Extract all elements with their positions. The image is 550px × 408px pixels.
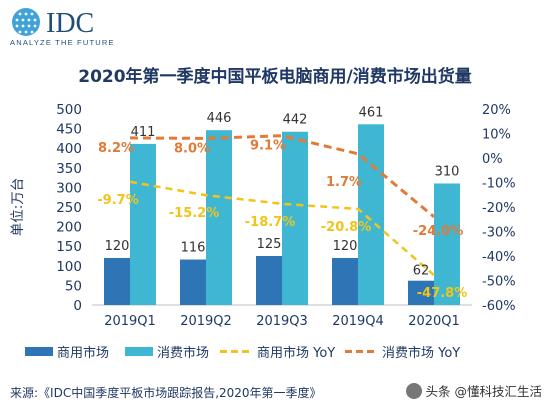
y-tick-label: 400 <box>56 141 82 157</box>
chart-title: 2020年第一季度中国平板电脑商用/消费市场出货量 <box>78 67 472 87</box>
y-tick-label: 50 <box>65 278 82 294</box>
y2-tick-label: 10% <box>482 128 511 143</box>
legend-label: 消费市场 <box>157 345 209 361</box>
globe-icon <box>12 8 40 36</box>
bar-commercial <box>408 280 434 305</box>
y2-tick-label: 20% <box>482 103 511 118</box>
y-tick-label: 500 <box>56 102 82 118</box>
bar-label-consumer: 411 <box>131 125 156 140</box>
line-consumer-yoy <box>129 134 435 218</box>
y-axis-label: 单位:万台 <box>10 178 26 237</box>
legend-swatch <box>25 347 53 356</box>
logo-name: IDC <box>46 8 94 39</box>
y2-tick-label: -10% <box>482 177 516 192</box>
legend-label: 商用市场 <box>57 345 109 361</box>
source-note: 来源:《IDC中国季度平板市场跟踪报告,2020年第一季度》 <box>10 386 322 400</box>
y-tick-label: 200 <box>56 220 82 236</box>
label-consumer-yoy: 1.7% <box>326 175 362 190</box>
watermark: 头条 @懂科技汇生活 <box>405 381 542 400</box>
bar-consumer <box>206 130 232 305</box>
y-tick-label: 0 <box>73 298 82 314</box>
label-commercial-yoy: -20.8% <box>321 220 372 235</box>
logo-tagline: ANALYZE THE FUTURE <box>10 38 115 47</box>
y2-tick-label: -50% <box>482 275 516 290</box>
y-tick-label: 100 <box>56 259 82 275</box>
y2-tick-label: -40% <box>482 250 516 265</box>
x-tick-label: 2019Q2 <box>180 314 232 329</box>
bar-label-commercial: 62 <box>413 264 430 279</box>
bar-commercial <box>332 257 358 305</box>
bar-label-commercial: 120 <box>333 239 358 254</box>
y2-tick-label: -30% <box>482 226 516 241</box>
label-consumer-yoy: 8.2% <box>98 141 134 156</box>
line-commercial-yoy <box>129 180 435 277</box>
label-consumer-yoy: -24.0% <box>413 224 464 239</box>
label-commercial-yoy: -9.7% <box>97 193 138 208</box>
legend-label: 消费市场 YoY <box>382 345 460 361</box>
legend-label: 商用市场 YoY <box>257 345 335 361</box>
bar-label-consumer: 461 <box>359 105 384 120</box>
bar-consumer <box>358 124 384 306</box>
y2-tick-label: 0% <box>482 152 503 167</box>
bar-consumer <box>282 131 308 305</box>
label-commercial-yoy: -15.2% <box>169 206 220 221</box>
bar-commercial <box>180 259 206 305</box>
bar-label-consumer: 446 <box>207 111 232 126</box>
y2-tick-label: -60% <box>482 299 516 314</box>
label-commercial-yoy: -47.8% <box>417 286 468 301</box>
label-consumer-yoy: 9.1% <box>250 139 286 154</box>
y-tick-label: 450 <box>56 122 82 138</box>
bar-label-commercial: 116 <box>181 241 206 256</box>
bar-commercial <box>104 257 130 305</box>
y-tick-label: 300 <box>56 180 82 196</box>
bar-consumer <box>130 143 156 305</box>
chart-canvas: 0 50 100 150 200 250 300 350 400 450 500 20% 10% 0% -1… <box>10 102 516 361</box>
x-tick-label: 2019Q4 <box>332 314 384 329</box>
y-tick-label: 150 <box>56 239 82 255</box>
bar-commercial <box>256 256 282 305</box>
x-tick-label: 2019Q1 <box>104 314 156 329</box>
label-consumer-yoy: 8.0% <box>174 141 210 156</box>
x-tick-label: 2020Q1 <box>408 314 460 329</box>
y-tick-label: 250 <box>56 200 82 216</box>
idc-logo: IDC ANALYZE THE FUTURE <box>10 8 115 47</box>
y-tick-label: 350 <box>56 161 82 177</box>
x-tick-label: 2019Q3 <box>256 314 308 329</box>
bar-label-commercial: 125 <box>257 237 282 252</box>
legend-swatch <box>125 347 153 356</box>
bar-label-consumer: 310 <box>435 164 460 179</box>
y2-tick-label: -20% <box>482 201 516 216</box>
bar-label-consumer: 442 <box>283 113 308 128</box>
watermark-text: 头条 @懂科技汇生活 <box>425 384 542 399</box>
label-commercial-yoy: -18.7% <box>245 215 296 230</box>
toutiao-icon <box>405 382 422 399</box>
bar-label-commercial: 120 <box>105 239 130 254</box>
bar-consumer <box>434 183 460 305</box>
